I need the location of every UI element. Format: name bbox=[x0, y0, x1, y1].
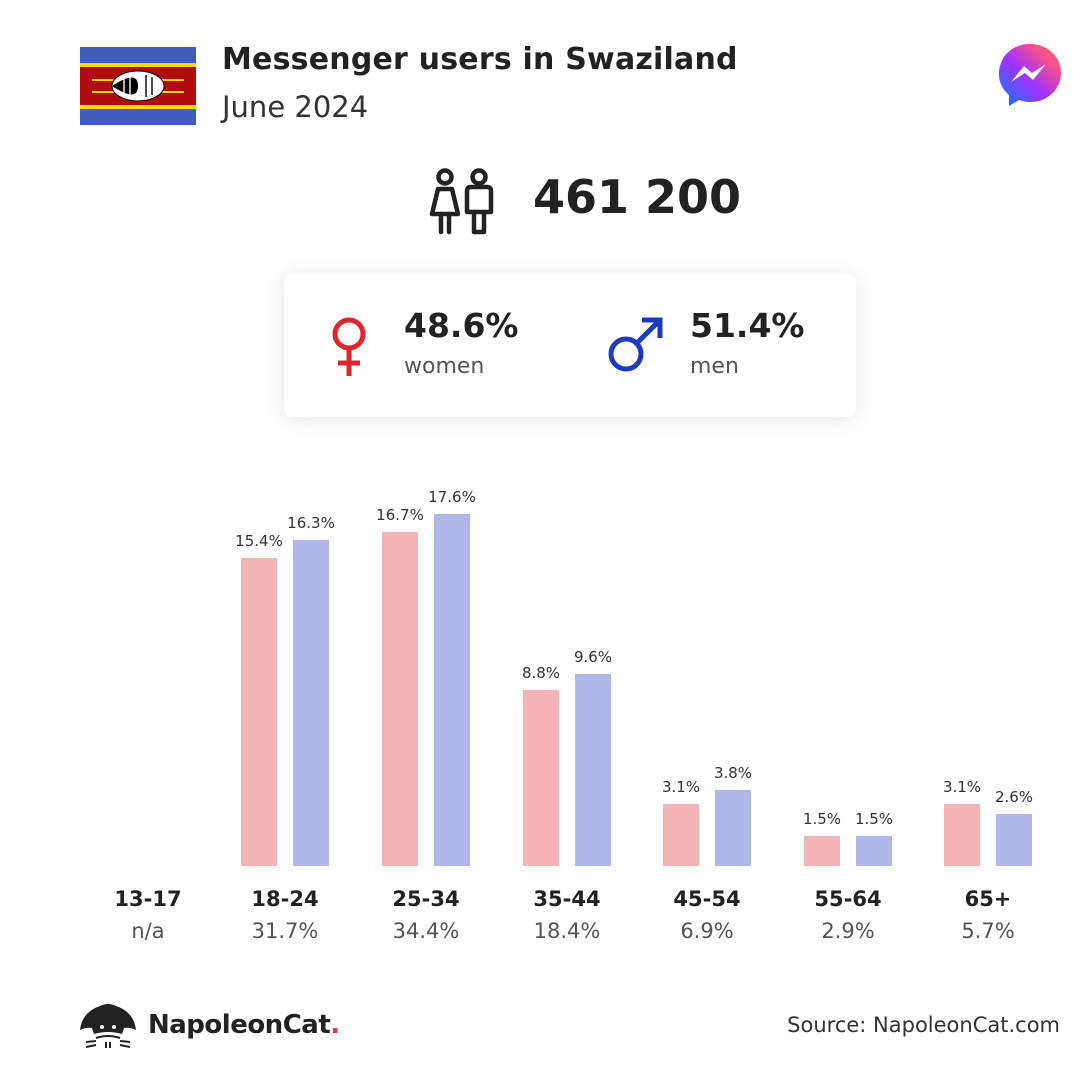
page-subtitle: June 2024 bbox=[222, 90, 369, 124]
swaziland-flag-icon bbox=[80, 47, 196, 125]
bar-women-35-44 bbox=[523, 690, 559, 866]
bar-men-18-24 bbox=[293, 540, 329, 866]
bar-label-men-35-44: 9.6% bbox=[574, 648, 612, 666]
bar-label-men-65+: 2.6% bbox=[995, 788, 1033, 806]
gender-split-card: 48.6% women 51.4% men bbox=[284, 274, 856, 417]
brand-dot: . bbox=[330, 1010, 340, 1040]
female-symbol-icon bbox=[332, 317, 366, 376]
bar-label-men-45-54: 3.8% bbox=[714, 764, 752, 782]
total-users-value: 461 200 bbox=[533, 170, 742, 224]
brand-text: NapoleonCat bbox=[148, 1010, 331, 1040]
women-label: women bbox=[404, 354, 485, 379]
bar-women-45-54 bbox=[663, 804, 699, 866]
bar-women-25-34 bbox=[382, 532, 418, 866]
women-percentage: 48.6% bbox=[404, 306, 519, 345]
age-group-total-45-54: 6.9% bbox=[680, 919, 733, 943]
bar-label-men-18-24: 16.3% bbox=[287, 514, 335, 532]
men-label: men bbox=[690, 354, 739, 379]
bar-women-18-24 bbox=[241, 558, 277, 866]
brand-name: NapoleonCat. bbox=[148, 1010, 340, 1040]
bar-label-women-55-64: 1.5% bbox=[803, 810, 841, 828]
source-text: Source: NapoleonCat.com bbox=[787, 1013, 1060, 1037]
bar-men-25-34 bbox=[434, 514, 470, 866]
bar-label-women-18-24: 15.4% bbox=[235, 532, 283, 550]
bar-men-55-64 bbox=[856, 836, 892, 866]
bar-women-65+ bbox=[944, 804, 980, 866]
age-group-total-18-24: 31.7% bbox=[252, 919, 319, 943]
men-percentage: 51.4% bbox=[690, 306, 805, 345]
male-symbol-icon bbox=[608, 317, 663, 372]
people-icon bbox=[429, 168, 494, 235]
age-group-label-45-54: 45-54 bbox=[673, 887, 740, 911]
age-group-label-18-24: 18-24 bbox=[251, 887, 318, 911]
bar-label-women-35-44: 8.8% bbox=[522, 664, 560, 682]
age-group-label-65+: 65+ bbox=[965, 887, 1012, 911]
bar-label-women-25-34: 16.7% bbox=[376, 506, 424, 524]
age-group-total-25-34: 34.4% bbox=[393, 919, 460, 943]
bar-label-men-25-34: 17.6% bbox=[428, 488, 476, 506]
age-group-label-35-44: 35-44 bbox=[533, 887, 600, 911]
messenger-logo-icon bbox=[999, 44, 1061, 106]
bar-label-women-45-54: 3.1% bbox=[662, 778, 700, 796]
age-group-label-13-17: 13-17 bbox=[114, 887, 181, 911]
age-group-label-25-34: 25-34 bbox=[392, 887, 459, 911]
bar-label-men-55-64: 1.5% bbox=[855, 810, 893, 828]
napoleoncat-logo-icon bbox=[80, 1004, 136, 1048]
bar-men-45-54 bbox=[715, 790, 751, 866]
age-group-total-13-17: n/a bbox=[131, 919, 164, 943]
age-group-total-35-44: 18.4% bbox=[534, 919, 601, 943]
age-group-label-55-64: 55-64 bbox=[814, 887, 881, 911]
bar-label-women-65+: 3.1% bbox=[943, 778, 981, 796]
age-group-total-55-64: 2.9% bbox=[821, 919, 874, 943]
bar-men-35-44 bbox=[575, 674, 611, 866]
page-title: Messenger users in Swaziland bbox=[222, 42, 738, 77]
bar-men-65+ bbox=[996, 814, 1032, 866]
bar-women-55-64 bbox=[804, 836, 840, 866]
age-group-total-65+: 5.7% bbox=[961, 919, 1014, 943]
